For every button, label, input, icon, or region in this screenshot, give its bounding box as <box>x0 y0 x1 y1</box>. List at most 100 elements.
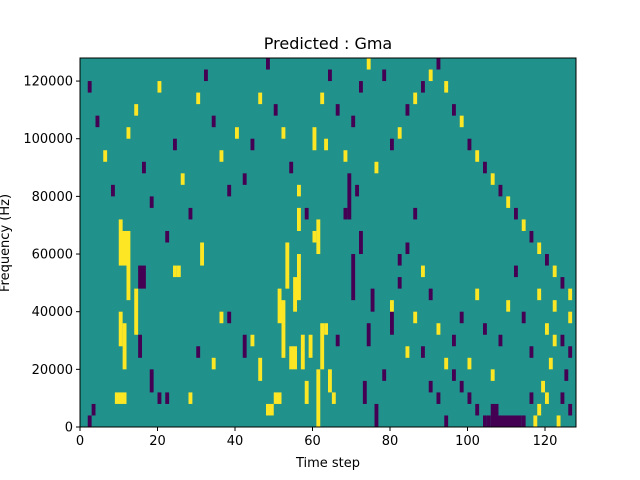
heatmap-cell <box>428 288 433 301</box>
heatmap-cell <box>227 184 232 197</box>
heatmap-cell <box>87 415 92 427</box>
plot-area <box>79 57 577 428</box>
heatmap-cell <box>390 311 394 335</box>
heatmap-cell <box>126 230 131 301</box>
heatmap-cell <box>176 265 181 278</box>
heatmap-cell <box>138 265 143 289</box>
heatmap-cell <box>118 230 127 266</box>
heatmap-cell <box>421 81 425 93</box>
heatmap-cell <box>370 288 375 312</box>
y-tick-label: 40000 <box>32 305 73 320</box>
y-tick-label: 60000 <box>32 248 73 263</box>
heatmap-cell <box>320 92 325 105</box>
heatmap-cell <box>568 403 573 416</box>
heatmap-cell <box>568 346 573 358</box>
heatmap-cells <box>87 58 573 427</box>
heatmap-cell <box>165 230 170 243</box>
heatmap-cell <box>258 92 263 105</box>
heatmap-cell <box>413 207 418 220</box>
heatmap-cell <box>436 323 441 335</box>
heatmap-cell <box>157 392 162 404</box>
y-tick-label: 20000 <box>32 363 73 378</box>
heatmap-cell <box>324 323 329 335</box>
heatmap-cell <box>347 173 352 220</box>
heatmap-cell <box>483 161 487 174</box>
heatmap-cell <box>490 403 499 427</box>
heatmap-cell <box>421 265 425 278</box>
heatmap-cell <box>382 69 387 82</box>
heatmap-cell <box>95 115 100 128</box>
x-axis-title: Time step <box>295 456 360 471</box>
heatmap-cell <box>397 127 402 139</box>
heatmap-cell <box>142 161 146 174</box>
heatmap-cell <box>467 138 472 151</box>
heatmap-cell <box>359 230 363 255</box>
heatmap-cell <box>366 323 371 347</box>
heatmap-cell <box>459 115 464 128</box>
heatmap-cell <box>498 415 522 427</box>
heatmap-cell <box>486 415 491 427</box>
heatmap-cell <box>428 69 433 82</box>
heatmap-cell <box>134 288 139 335</box>
heatmap-cell <box>552 300 557 312</box>
x-axis: 0 20 40 60 80 100 120 <box>76 427 558 449</box>
heatmap-cell <box>359 81 363 93</box>
heatmap-cell <box>196 92 201 105</box>
heatmap-cell <box>235 127 239 139</box>
heatmap-cell <box>541 380 546 393</box>
y-tick-label: 80000 <box>32 190 73 205</box>
heatmap-cell <box>149 196 154 208</box>
heatmap-cell <box>452 334 456 347</box>
heatmap-cell <box>506 196 511 208</box>
heatmap-cell <box>297 184 301 197</box>
heatmap-cell <box>103 150 108 162</box>
heatmap-cell <box>514 265 518 278</box>
heatmap-cell <box>312 230 317 243</box>
heatmap-cell <box>114 392 127 404</box>
heatmap-cell <box>397 277 402 289</box>
heatmap-cell <box>552 334 557 347</box>
heatmap-cell <box>343 207 348 220</box>
heatmap-cell <box>289 161 294 174</box>
heatmap-cell <box>320 323 325 370</box>
heatmap-cell <box>304 207 309 220</box>
heatmap-cell <box>277 288 282 324</box>
heatmap-cell <box>204 69 208 82</box>
heatmap-cell <box>281 127 286 139</box>
heatmap-cell <box>297 254 301 301</box>
heatmap-cell <box>444 357 449 370</box>
x-tick-label: 40 <box>227 434 244 449</box>
heatmap-cell <box>475 288 480 301</box>
heatmap-cell <box>390 138 394 151</box>
heatmap-cell <box>421 346 425 358</box>
heatmap-cell <box>537 242 542 255</box>
heatmap-cell <box>242 334 247 358</box>
heatmap-cell <box>390 300 394 312</box>
heatmap-cell <box>552 265 557 278</box>
heatmap-cell <box>134 104 139 116</box>
heatmap-cell <box>545 323 549 335</box>
heatmap-cell <box>568 288 573 301</box>
heatmap-cell <box>529 346 534 358</box>
heatmap-cell <box>444 415 449 427</box>
heatmap-cell <box>250 138 255 151</box>
heatmap-cell <box>188 392 193 404</box>
plot-background <box>80 58 576 427</box>
heatmap-cell <box>308 334 313 358</box>
heatmap-cell <box>490 369 495 381</box>
heatmap-cell <box>529 392 534 404</box>
heatmap-cell <box>273 104 278 116</box>
heatmap-cell <box>483 415 487 427</box>
x-tick-label: 120 <box>533 434 558 449</box>
y-tick-label: 120000 <box>23 75 73 90</box>
heatmap-cell <box>351 115 356 128</box>
y-tick-label: 100000 <box>23 132 73 147</box>
heatmap-cell <box>300 334 305 370</box>
heatmap-cell <box>428 380 433 393</box>
heatmap-cell <box>211 115 216 128</box>
heatmap-cell <box>537 288 542 301</box>
heatmap-cell <box>165 392 170 404</box>
heatmap-cell <box>316 219 321 255</box>
heatmap-cell <box>537 403 542 416</box>
x-tick-label: 60 <box>304 434 321 449</box>
